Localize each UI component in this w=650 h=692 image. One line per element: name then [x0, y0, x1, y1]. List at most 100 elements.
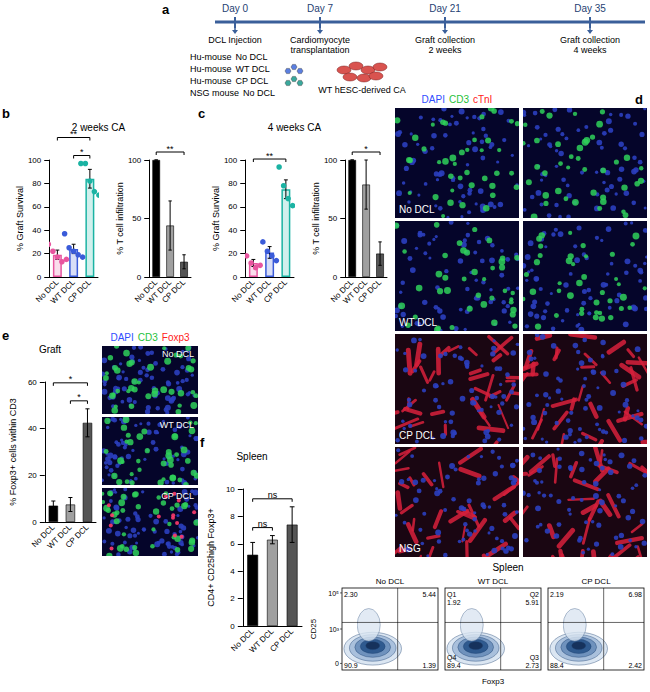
svg-text:No DCL: No DCL — [162, 349, 194, 359]
svg-text:Day 21: Day 21 — [429, 3, 461, 14]
svg-text:60: 60 — [32, 202, 41, 211]
svg-text:0: 0 — [137, 273, 142, 282]
svg-text:40: 40 — [32, 226, 41, 235]
svg-text:6: 6 — [230, 539, 235, 548]
svg-text:Q2: Q2 — [530, 591, 539, 599]
svg-text:d: d — [635, 92, 643, 107]
svg-text:a: a — [162, 2, 170, 17]
svg-text:WT DCL: WT DCL — [160, 420, 194, 430]
svg-text:*: * — [364, 144, 368, 154]
svg-text:WT DCL: WT DCL — [478, 577, 509, 586]
svg-text:40: 40 — [28, 424, 37, 433]
svg-text:transplantation: transplantation — [290, 45, 349, 55]
svg-text:CP DCL: CP DCL — [268, 626, 295, 653]
svg-text:4: 4 — [230, 567, 235, 576]
svg-text:50: 50 — [328, 214, 337, 223]
svg-text:% Foxp3+ cells within CD3: % Foxp3+ cells within CD3 — [8, 398, 18, 505]
svg-text:0: 0 — [333, 273, 338, 282]
svg-text:1.39: 1.39 — [422, 662, 436, 669]
svg-text:Foxp3: Foxp3 — [482, 677, 505, 686]
svg-text:80: 80 — [32, 179, 41, 188]
svg-text:90.9: 90.9 — [344, 662, 358, 669]
svg-text:**: ** — [266, 151, 274, 161]
svg-text:DCL Injection: DCL Injection — [208, 35, 262, 45]
svg-text:0: 0 — [335, 660, 339, 667]
svg-text:Graft collection: Graft collection — [415, 35, 475, 45]
svg-text:89.4: 89.4 — [447, 662, 461, 669]
svg-text:Hu-mouseWT DCL: Hu-mouseWT DCL — [190, 64, 270, 74]
svg-text:Day 0: Day 0 — [222, 3, 249, 14]
svg-text:Hu-mouseNo DCL: Hu-mouseNo DCL — [190, 52, 268, 62]
svg-text:100: 100 — [28, 156, 42, 165]
svg-text:No DCL: No DCL — [399, 204, 435, 215]
svg-text:2.73: 2.73 — [525, 662, 539, 669]
svg-text:6.98: 6.98 — [628, 591, 642, 598]
svg-text:CP DCL: CP DCL — [262, 277, 289, 304]
svg-text:88.4: 88.4 — [550, 662, 564, 669]
svg-text:1.92: 1.92 — [447, 599, 461, 606]
svg-text:Day 35: Day 35 — [574, 3, 606, 14]
svg-text:100: 100 — [224, 156, 238, 165]
svg-text:Spleen: Spleen — [492, 562, 523, 573]
svg-text:4 weeks: 4 weeks — [573, 45, 607, 55]
svg-text:20: 20 — [32, 249, 41, 258]
svg-text:CP DCL: CP DCL — [581, 577, 611, 586]
svg-text:Cardiomyocyte: Cardiomyocyte — [290, 35, 350, 45]
svg-text:60: 60 — [28, 378, 37, 387]
svg-text:DAPICD3cTnI: DAPICD3cTnI — [422, 94, 493, 105]
svg-text:% Graft Survival: % Graft Survival — [211, 186, 221, 251]
svg-text:0: 0 — [37, 273, 42, 282]
svg-text:5.44: 5.44 — [422, 591, 436, 598]
svg-text:No DCL: No DCL — [376, 577, 405, 586]
svg-text:60: 60 — [228, 202, 237, 211]
svg-text:2 weeks: 2 weeks — [428, 45, 462, 55]
svg-text:Hu-mouseCP DCL: Hu-mouseCP DCL — [190, 76, 268, 86]
svg-text:0: 0 — [233, 273, 238, 282]
svg-text:10⁵: 10⁵ — [328, 590, 339, 597]
svg-text:2.19: 2.19 — [550, 591, 564, 598]
svg-text:NSG: NSG — [399, 543, 421, 554]
svg-text:10: 10 — [226, 485, 235, 494]
svg-text:5.91: 5.91 — [525, 599, 539, 606]
svg-text:% T cell infiltration: % T cell infiltration — [115, 182, 125, 255]
svg-text:**: ** — [70, 129, 78, 139]
svg-text:Graft collection: Graft collection — [560, 35, 620, 45]
svg-text:Q3: Q3 — [530, 654, 539, 662]
svg-text:100: 100 — [324, 156, 338, 165]
svg-text:WT DCL: WT DCL — [399, 317, 438, 328]
svg-text:8: 8 — [230, 512, 235, 521]
svg-text:DAPICD3Foxp3: DAPICD3Foxp3 — [110, 332, 190, 343]
svg-text:40: 40 — [228, 226, 237, 235]
svg-text:Q1: Q1 — [447, 591, 456, 599]
svg-text:**: ** — [167, 144, 175, 154]
svg-text:CD4+ CD25high Foxp3+: CD4+ CD25high Foxp3+ — [206, 508, 216, 607]
svg-text:*: * — [77, 392, 81, 402]
svg-text:CP DCL: CP DCL — [66, 277, 93, 304]
svg-text:NSG mouseNo DCL: NSG mouseNo DCL — [190, 88, 275, 98]
svg-text:ns: ns — [258, 519, 268, 529]
svg-text:WT hESC-derived CA: WT hESC-derived CA — [318, 85, 405, 95]
svg-text:2.30: 2.30 — [344, 591, 358, 598]
svg-text:CD25: CD25 — [309, 618, 318, 639]
svg-text:CP DCL: CP DCL — [161, 491, 194, 501]
svg-text:20: 20 — [228, 249, 237, 258]
svg-text:Q4: Q4 — [447, 654, 456, 662]
svg-text:80: 80 — [228, 179, 237, 188]
svg-text:CP DCL: CP DCL — [356, 277, 383, 304]
svg-text:CP DCL: CP DCL — [160, 277, 187, 304]
svg-text:ns: ns — [268, 490, 278, 500]
svg-text:*: * — [69, 374, 73, 384]
svg-text:50: 50 — [132, 214, 141, 223]
svg-text:% Graft Survival: % Graft Survival — [15, 186, 25, 251]
svg-text:CP DCL: CP DCL — [64, 522, 91, 549]
svg-text:CP DCL: CP DCL — [399, 430, 436, 441]
svg-text:Day 7: Day 7 — [307, 3, 334, 14]
svg-text:10³: 10³ — [329, 626, 340, 633]
svg-text:0: 0 — [32, 518, 37, 527]
svg-text:% T cell infiltration: % T cell infiltration — [311, 182, 321, 255]
svg-text:20: 20 — [28, 471, 37, 480]
svg-text:2: 2 — [230, 594, 235, 603]
svg-text:100: 100 — [128, 156, 142, 165]
svg-text:2.42: 2.42 — [628, 662, 642, 669]
svg-text:0: 0 — [230, 622, 235, 631]
